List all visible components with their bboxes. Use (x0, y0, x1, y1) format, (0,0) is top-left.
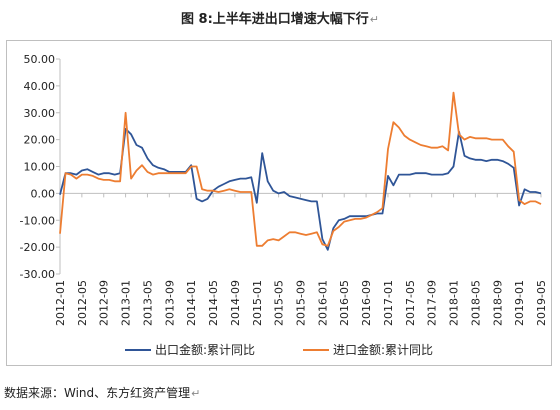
x-tick-label: 2018-09 (491, 280, 504, 326)
x-tick-label: 2014-01 (185, 280, 198, 326)
legend-label-import: 进口金额:累计同比 (333, 342, 433, 357)
x-tick-label: 2012-01 (54, 280, 67, 326)
source-note: 数据来源：Wind、东方红资产管理↵ (4, 384, 200, 401)
x-tick-label: 2014-09 (229, 280, 242, 326)
x-tick-label: 2013-05 (141, 280, 154, 326)
x-tick-label: 2019-05 (535, 280, 548, 326)
y-tick-label: 0.00 (31, 187, 56, 200)
line-chart: -30.00 -20.00 -10.00 0.00 10.00 20.00 30.00 40.… (20, 53, 548, 357)
x-tick-label: 2012-05 (76, 280, 89, 326)
x-tick-label: 2017-05 (404, 280, 417, 326)
y-tick-label: 40.00 (24, 80, 56, 93)
y-tick-label: 10.00 (24, 161, 56, 174)
x-tick-label: 2018-01 (448, 280, 461, 326)
chart-title: 图 8:上半年进出口增速大幅下行↵ (0, 8, 560, 27)
x-tick-label: 2012-09 (98, 280, 111, 326)
chart-title-text: 图 8:上半年进出口增速大幅下行 (181, 12, 369, 27)
chart-frame: -30.00 -20.00 -10.00 0.00 10.00 20.00 30.00 40.… (6, 40, 552, 366)
x-tick-label: 2013-09 (163, 280, 176, 326)
x-tick-label: 2019-01 (513, 280, 526, 326)
x-tick-label: 2017-01 (382, 280, 395, 326)
x-tick-label: 2017-09 (426, 280, 439, 326)
x-tick-label: 2015-01 (251, 280, 264, 326)
x-tick-label: 2015-05 (273, 280, 286, 326)
legend-label-export: 出口金额:累计同比 (155, 342, 255, 357)
paragraph-mark-icon: ↵ (369, 13, 379, 26)
y-tick-label: -30.00 (20, 268, 55, 281)
x-tick-label: 2016-05 (338, 280, 351, 326)
import-series-line (59, 91, 542, 247)
x-tick-label: 2014-05 (207, 280, 220, 326)
export-series-line (59, 128, 542, 251)
y-tick-label: 20.00 (24, 134, 56, 147)
x-tick-label: 2018-05 (469, 280, 482, 326)
paragraph-mark-icon: ↵ (191, 387, 201, 400)
x-tick-label: 2016-01 (316, 280, 329, 326)
y-tick-label: -20.00 (20, 241, 55, 254)
x-tick-label: 2013-01 (120, 280, 133, 326)
x-tick-label: 2016-09 (360, 280, 373, 326)
source-text: 数据来源：Wind、东方红资产管理 (4, 386, 191, 400)
y-tick-label: 30.00 (24, 107, 56, 120)
x-tick-label: 2015-09 (295, 280, 308, 326)
y-tick-label: -10.00 (20, 214, 55, 227)
y-tick-label: 50.00 (24, 53, 56, 66)
